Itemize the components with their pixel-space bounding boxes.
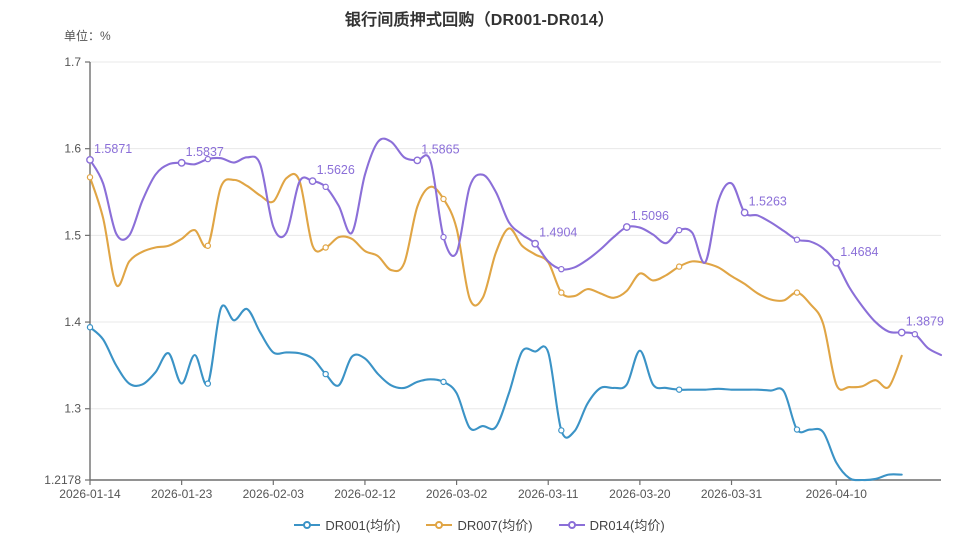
data-point-marker[interactable] (793, 426, 801, 433)
data-point-marker[interactable] (793, 236, 801, 243)
y-tick-label: 1.7 (64, 55, 81, 69)
data-point-marker[interactable] (558, 427, 565, 434)
data-point-marker[interactable] (204, 155, 212, 163)
data-point-marker[interactable] (911, 330, 919, 338)
y-tick-label: 1.2178 (44, 473, 81, 487)
y-tick-label: 1.6 (64, 142, 81, 156)
data-point-marker[interactable] (531, 239, 540, 248)
legend-marker-dr007 (426, 519, 453, 531)
data-point-marker[interactable] (204, 242, 212, 249)
chart-legend: DR001(均价) DR007(均价) DR014(均价) (0, 515, 959, 534)
data-point-value-label: 1.5865 (421, 142, 459, 156)
x-axis-ticks: 2026-01-14 2026-01-23 2026-02-03 2026-02-12… (59, 480, 867, 501)
data-point-marker[interactable] (308, 177, 317, 186)
x-tick-label: 2026-03-31 (701, 487, 763, 501)
data-point-marker[interactable] (322, 183, 329, 191)
legend-marker-dr001 (294, 519, 321, 531)
value-labels: 1.5871 1.5837 1.5626 1.5865 1.4904 1.5096 1.52… (94, 142, 944, 329)
gridlines (90, 61, 941, 481)
x-tick-label: 2026-02-12 (334, 487, 396, 501)
x-tick-label: 2026-01-14 (59, 487, 121, 501)
x-tick-label: 2026-03-11 (518, 487, 579, 501)
data-point-marker[interactable] (322, 370, 329, 378)
data-point-marker[interactable] (793, 289, 801, 296)
data-point-value-label: 1.4904 (539, 226, 577, 240)
series-line[interactable] (88, 172, 903, 391)
y-tick-label: 1.4 (64, 315, 81, 329)
chart-title: 银行间质押式回购（DR001-DR014） (344, 12, 615, 29)
legend-item-dr014[interactable]: DR014(均价) (558, 515, 665, 534)
legend-marker-dr014 (558, 519, 585, 531)
legend-label-dr001: DR001(均价) (325, 518, 401, 533)
data-point-value-label: 1.5871 (94, 142, 132, 156)
data-point-marker[interactable] (86, 324, 94, 331)
data-point-marker[interactable] (675, 226, 683, 234)
data-point-marker[interactable] (558, 289, 565, 296)
data-point-marker[interactable] (86, 155, 94, 164)
data-point-marker[interactable] (177, 158, 186, 167)
x-tick-label: 2026-03-20 (609, 487, 671, 501)
x-tick-label: 2026-01-23 (151, 487, 213, 501)
legend-label-dr014: DR014(均价) (589, 518, 665, 533)
data-point-marker[interactable] (413, 156, 422, 165)
series-lines[interactable] (88, 137, 943, 482)
data-point-marker[interactable] (832, 258, 841, 267)
data-point-value-label: 1.3879 (906, 315, 944, 329)
legend-label-dr007: DR007(均价) (457, 518, 533, 533)
data-point-marker[interactable] (675, 386, 683, 393)
legend-item-dr007[interactable]: DR007(均价) (426, 515, 533, 534)
data-point-marker[interactable] (440, 195, 447, 203)
data-point-marker[interactable] (675, 263, 683, 270)
data-point-marker[interactable] (897, 328, 906, 337)
y-tick-label: 1.3 (64, 402, 81, 416)
data-point-value-label: 1.4684 (840, 245, 878, 259)
y-axis-ticks: 1.7 1.6 1.5 1.4 1.3 1.2178 (44, 55, 90, 487)
data-point-value-label: 1.5626 (317, 163, 355, 177)
axis-lines (89, 62, 941, 481)
data-point-marker[interactable] (204, 380, 212, 387)
data-point-marker[interactable] (558, 265, 565, 273)
data-point-value-label: 1.5837 (186, 145, 224, 159)
data-point-marker[interactable] (440, 233, 447, 241)
data-point-marker[interactable] (86, 174, 94, 181)
data-point-value-label: 1.5263 (749, 195, 787, 209)
y-tick-label: 1.5 (64, 228, 81, 242)
x-tick-label: 2026-03-02 (426, 487, 488, 501)
legend-item-dr001[interactable]: DR001(均价) (294, 515, 400, 534)
x-tick-label: 2026-02-03 (243, 487, 305, 501)
series-markers[interactable] (86, 155, 919, 434)
data-point-marker[interactable] (622, 223, 631, 231)
unit-label: 单位：% (64, 29, 111, 43)
series-line[interactable] (88, 304, 903, 482)
x-tick-label: 2026-04-10 (806, 487, 868, 501)
data-point-marker[interactable] (740, 208, 749, 217)
data-point-marker[interactable] (440, 378, 447, 386)
data-point-marker[interactable] (322, 244, 329, 251)
data-point-value-label: 1.5096 (631, 209, 669, 223)
